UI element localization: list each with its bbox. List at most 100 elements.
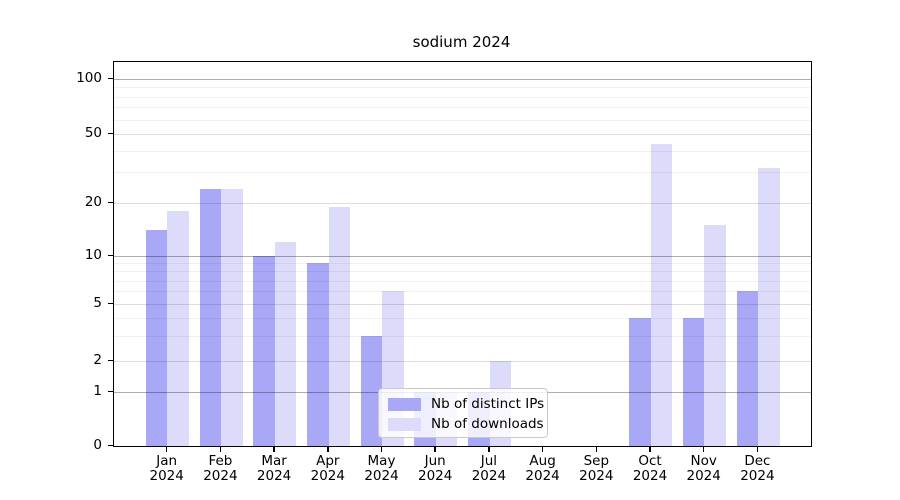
- bar-downloads-jan: [167, 211, 189, 446]
- x-tick-label: Nov 2024: [659, 454, 749, 484]
- bar-distinct-ips-dec: [736, 291, 759, 446]
- gridline-major: [114, 256, 811, 257]
- bar-distinct-ips-may: [360, 335, 383, 446]
- x-tick-mark: [380, 446, 383, 452]
- bar-downloads-apr: [328, 206, 351, 446]
- bar-downloads-oct: [650, 143, 673, 446]
- x-tick-mark: [702, 446, 705, 452]
- y-tick-label: 0: [93, 437, 102, 453]
- y-tick-mark: [108, 254, 113, 256]
- x-tick-label-line: Nov: [690, 453, 717, 469]
- legend-swatch-downloads: [388, 417, 421, 431]
- x-tick-label: Dec 2024: [712, 454, 802, 484]
- x-tick-mark: [488, 446, 490, 452]
- legend-swatch-distinct-ips: [388, 397, 421, 411]
- x-tick-mark: [219, 446, 222, 452]
- x-tick-label-line: Feb: [208, 453, 233, 469]
- x-tick-label-line: 2024: [579, 468, 614, 484]
- gridline-minor: [114, 271, 811, 273]
- x-tick-label-line: Jul: [480, 453, 498, 469]
- gridline-major: [114, 361, 811, 362]
- x-tick-label: May 2024: [337, 454, 427, 484]
- x-tick-mark: [273, 446, 275, 452]
- gridline-minor: [114, 317, 811, 319]
- bar-distinct-ips-oct: [629, 317, 651, 446]
- bar-distinct-ips-jan: [145, 230, 168, 446]
- x-tick-label-line: 2024: [686, 468, 721, 484]
- x-tick-label-line: 2024: [471, 468, 507, 484]
- x-tick-label-line: 2024: [203, 468, 238, 484]
- x-tick-label: Oct 2024: [605, 454, 695, 484]
- bar-distinct-ips-nov: [682, 317, 705, 446]
- legend-item-downloads: Nb of downloads: [388, 415, 544, 433]
- x-tick-label-line: 2024: [310, 468, 345, 484]
- x-tick-label-line: Jun: [424, 453, 446, 469]
- y-tick-label: 50: [84, 125, 102, 141]
- gridline-minor: [114, 87, 811, 89]
- x-tick-mark: [165, 446, 168, 452]
- x-tick-label-line: 2024: [418, 468, 453, 484]
- bar-downloads-dec: [758, 167, 780, 446]
- x-tick-label: Jul 2024: [444, 454, 534, 484]
- x-tick-label: Jun 2024: [390, 454, 480, 484]
- x-tick-label-line: Aug: [529, 453, 556, 469]
- x-tick-label-line: Sep: [583, 453, 610, 469]
- legend-label-distinct-ips: Nb of distinct IPs: [431, 396, 545, 412]
- gridline-minor: [114, 280, 811, 282]
- bar-distinct-ips-mar: [253, 256, 275, 446]
- y-tick-mark: [108, 390, 113, 392]
- x-tick-mark: [541, 446, 544, 452]
- bar-distinct-ips-feb: [199, 189, 222, 446]
- x-tick-label-line: May: [367, 453, 396, 469]
- gridline-major: [114, 203, 811, 204]
- x-tick-mark: [649, 446, 651, 452]
- x-tick-label-line: Dec: [744, 453, 771, 469]
- y-tick-label: 5: [93, 295, 102, 311]
- gridline-minor: [114, 150, 811, 152]
- y-tick-mark: [108, 302, 113, 304]
- x-tick-mark: [434, 446, 436, 452]
- y-tick-label: 10: [84, 247, 102, 263]
- gridline-minor: [114, 291, 811, 293]
- y-tick-label: 20: [84, 194, 102, 210]
- x-tick-label-line: Apr: [316, 453, 340, 469]
- x-tick-label-line: 2024: [256, 468, 292, 484]
- x-tick-label-line: 2024: [149, 468, 184, 484]
- y-tick-label: 2: [93, 352, 102, 368]
- x-tick-label-line: Mar: [261, 453, 287, 469]
- x-tick-label-line: 2024: [364, 468, 399, 484]
- y-tick-mark: [108, 77, 113, 79]
- x-tick-label: Feb 2024: [175, 454, 265, 484]
- x-tick-label: Apr 2024: [283, 454, 373, 484]
- gridline-minor: [114, 107, 811, 109]
- y-tick-label: 100: [76, 70, 102, 86]
- gridline-minor: [114, 119, 811, 121]
- x-tick-mark: [595, 446, 598, 452]
- x-tick-label: Sep 2024: [551, 454, 641, 484]
- bar-downloads-feb: [221, 189, 243, 446]
- x-tick-label-line: 2024: [525, 468, 560, 484]
- y-tick-mark: [108, 132, 113, 134]
- gridline-major: [114, 79, 811, 80]
- bar-downloads-mar: [274, 242, 297, 446]
- gridline-minor: [114, 335, 811, 337]
- legend-item-distinct-ips: Nb of distinct IPs: [388, 395, 544, 413]
- y-tick-mark: [108, 201, 113, 203]
- legend: Nb of distinct IPs Nb of downloads: [378, 388, 548, 438]
- x-tick-label: Aug 2024: [498, 454, 588, 484]
- gridline-major: [114, 304, 811, 305]
- x-tick-label: Mar 2024: [229, 454, 319, 484]
- chart-title: sodium 2024: [412, 33, 511, 51]
- x-tick-mark: [756, 446, 759, 452]
- y-tick-mark: [108, 444, 113, 446]
- gridline-minor: [114, 96, 811, 98]
- x-tick-label-line: 2024: [740, 468, 775, 484]
- x-tick-label: Jan 2024: [122, 454, 212, 484]
- gridline-minor: [114, 172, 811, 174]
- gridline-minor: [114, 263, 811, 265]
- legend-label-downloads: Nb of downloads: [431, 416, 544, 432]
- x-tick-mark: [327, 446, 329, 452]
- x-tick-label-line: Jan: [156, 453, 178, 469]
- y-tick-mark: [108, 359, 113, 361]
